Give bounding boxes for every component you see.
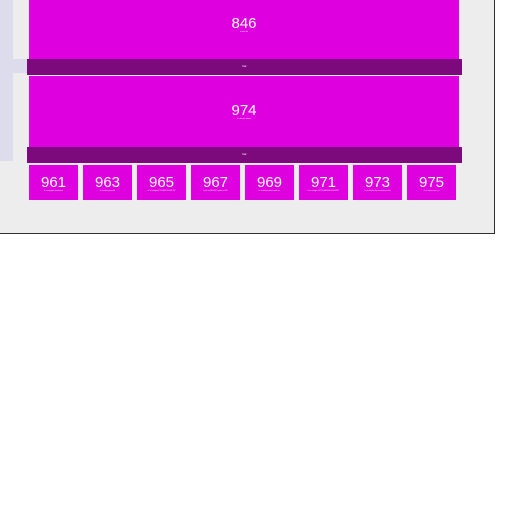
block-number: 974 bbox=[231, 102, 257, 119]
block-number: 846 bbox=[231, 15, 257, 32]
block-caption: lc-dev-kit-tablet bbox=[237, 118, 251, 120]
number-tile[interactable]: 961 lc-ui-widget-deskview bbox=[29, 165, 78, 200]
number-tile[interactable]: 965 lc-ui-widget-PD-SERVICES-V3 bbox=[137, 165, 186, 200]
block-caption: lc-dev-kit bbox=[239, 31, 248, 33]
tile-number: 969 bbox=[256, 174, 283, 191]
number-tile[interactable]: 973 lc-ui-devkit-flip-controls-panel bbox=[353, 165, 402, 200]
tile-caption: lc-ui-devkit-flip-controls-panel bbox=[364, 190, 391, 192]
tile-caption: lc-ui-cycle-cell-Q2 bbox=[423, 190, 440, 192]
number-block-846[interactable]: 846 lc-dev-kit bbox=[29, 0, 459, 59]
separator-bar[interactable]: bar bbox=[27, 147, 462, 163]
separator-bar[interactable]: bar bbox=[27, 59, 462, 75]
number-tile[interactable]: 971 lc-ui-widget-GITCHANGES-DEVKIT bbox=[299, 165, 348, 200]
tile-caption: lc-ui-widget-PD-SERVICES-V3 bbox=[147, 190, 176, 192]
left-side-band bbox=[0, 0, 13, 161]
tile-number: 971 bbox=[310, 174, 337, 191]
tile-number: 963 bbox=[94, 174, 121, 191]
left-side-notch bbox=[13, 59, 29, 73]
tile-number: 961 bbox=[40, 174, 67, 191]
tile-number: 967 bbox=[202, 174, 229, 191]
number-tile[interactable]: 975 lc-ui-cycle-cell-Q2 bbox=[407, 165, 456, 200]
main-panel: 846 lc-dev-kit bar 974 lc-dev-kit-tablet… bbox=[0, 0, 495, 234]
tile-caption: lc-ui-widget-GITCHANGES-DEVKIT bbox=[307, 190, 340, 192]
bar-label: bar bbox=[242, 152, 247, 156]
tile-number: 965 bbox=[148, 174, 175, 191]
number-tile[interactable]: 963 lc-ui-tiles-panel-b bbox=[83, 165, 132, 200]
number-tile[interactable]: 967 lc-ui-ul-DEVKIT-stories-W3 bbox=[191, 165, 240, 200]
tile-number: 973 bbox=[364, 174, 391, 191]
tile-caption: lc-ui-ul-DEVKIT-stories-W3 bbox=[203, 190, 228, 192]
tile-caption: lc-ui-tiles-panel-b bbox=[99, 190, 116, 192]
tile-caption: lc-ui-devkit-tiles-mod-list bbox=[258, 190, 281, 192]
number-block-974[interactable]: 974 lc-dev-kit-tablet bbox=[29, 76, 459, 147]
tile-number: 975 bbox=[418, 174, 445, 191]
tile-caption: lc-ui-widget-deskview bbox=[43, 190, 63, 192]
number-tile[interactable]: 969 lc-ui-devkit-tiles-mod-list bbox=[245, 165, 294, 200]
bar-label: bar bbox=[242, 64, 247, 68]
